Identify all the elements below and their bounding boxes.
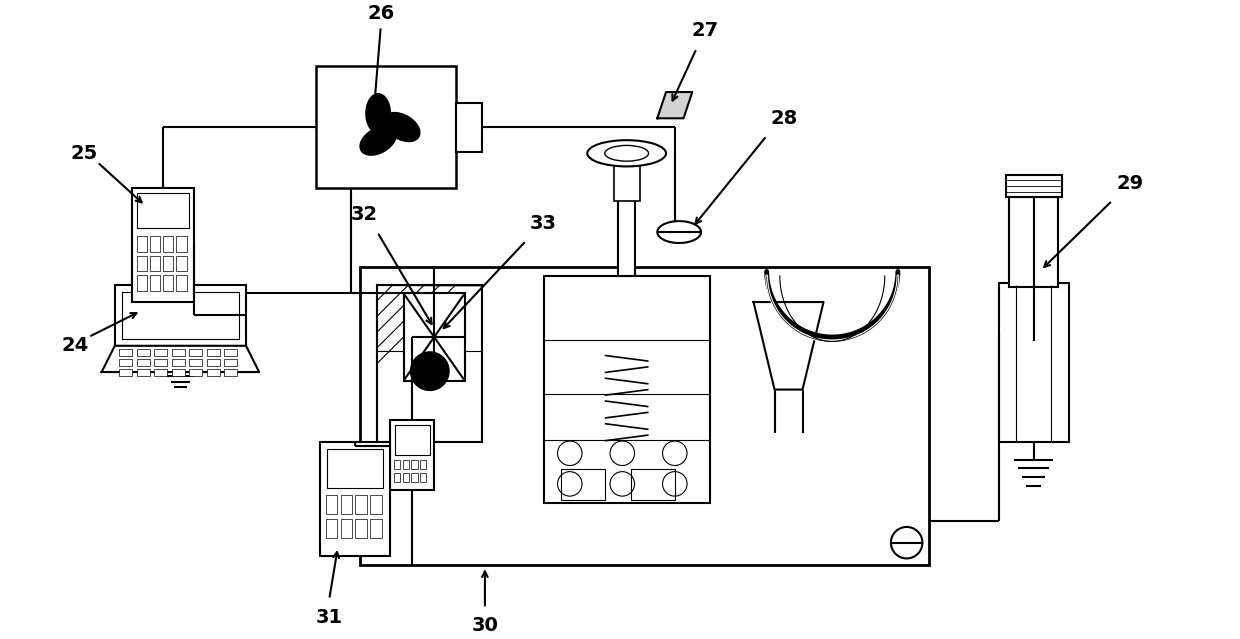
Bar [176, 275, 186, 291]
Bar [356, 519, 367, 538]
Bar [998, 283, 1069, 442]
Bar [326, 519, 337, 538]
Polygon shape [657, 92, 692, 118]
Bar [1006, 175, 1061, 197]
Bar [327, 449, 383, 488]
Bar [190, 369, 202, 376]
Bar [136, 193, 190, 227]
Bar [136, 256, 148, 272]
Bar [207, 369, 219, 376]
Bar [171, 369, 185, 376]
Bar [394, 424, 430, 455]
Bar [614, 166, 640, 201]
Text: 33: 33 [529, 214, 557, 233]
Ellipse shape [366, 94, 391, 133]
Bar [341, 495, 352, 514]
Bar [320, 442, 391, 556]
Bar [420, 459, 427, 469]
Bar [341, 519, 352, 538]
Bar [224, 350, 237, 357]
Bar [394, 459, 401, 469]
Bar [412, 459, 418, 469]
Polygon shape [754, 302, 823, 390]
Bar [176, 236, 186, 252]
Bar [360, 267, 929, 565]
Bar [356, 495, 367, 514]
Bar [154, 350, 167, 357]
Bar [224, 359, 237, 366]
Bar [618, 153, 635, 276]
Bar [456, 102, 482, 151]
Text: 25: 25 [71, 144, 98, 163]
Bar [122, 291, 239, 339]
Bar [190, 359, 202, 366]
Bar [115, 284, 246, 346]
Bar [190, 350, 202, 357]
Bar [162, 275, 174, 291]
Bar [394, 473, 401, 482]
Bar [412, 473, 418, 482]
Ellipse shape [383, 112, 420, 141]
Bar [150, 236, 160, 252]
Text: 30: 30 [471, 616, 498, 635]
Bar [154, 369, 167, 376]
Bar [224, 369, 237, 376]
Text: 24: 24 [62, 336, 89, 355]
Bar [207, 350, 219, 357]
Bar [371, 495, 382, 514]
Bar [176, 256, 186, 272]
Bar [377, 284, 482, 442]
Ellipse shape [588, 140, 666, 166]
Bar [326, 495, 337, 514]
Text: 31: 31 [316, 608, 342, 627]
Bar [150, 256, 160, 272]
Bar [316, 66, 456, 189]
Circle shape [381, 122, 392, 132]
Text: 26: 26 [367, 4, 394, 23]
Text: 28: 28 [770, 109, 797, 128]
Bar [133, 189, 193, 302]
Bar [560, 469, 605, 500]
Bar [162, 256, 174, 272]
Bar [136, 350, 150, 357]
Circle shape [410, 352, 449, 390]
Text: 32: 32 [351, 205, 378, 224]
Bar [207, 359, 219, 366]
Bar [543, 276, 709, 504]
Bar [119, 359, 133, 366]
Bar [1009, 197, 1058, 287]
Bar [119, 369, 133, 376]
Bar [162, 236, 174, 252]
Bar [420, 473, 427, 482]
Bar [403, 459, 409, 469]
Ellipse shape [360, 127, 397, 155]
Text: 29: 29 [1116, 174, 1143, 192]
Bar [136, 275, 148, 291]
Bar [171, 350, 185, 357]
Ellipse shape [657, 221, 701, 243]
Bar [631, 469, 675, 500]
Bar [403, 473, 409, 482]
Bar [136, 359, 150, 366]
Bar [119, 350, 133, 357]
Bar [171, 359, 185, 366]
Bar [136, 369, 150, 376]
Bar [391, 420, 434, 490]
Polygon shape [102, 346, 259, 372]
Bar [154, 359, 167, 366]
Bar [136, 236, 148, 252]
Bar [403, 293, 465, 381]
Text: 27: 27 [692, 21, 719, 40]
Bar [371, 519, 382, 538]
Bar [150, 275, 160, 291]
